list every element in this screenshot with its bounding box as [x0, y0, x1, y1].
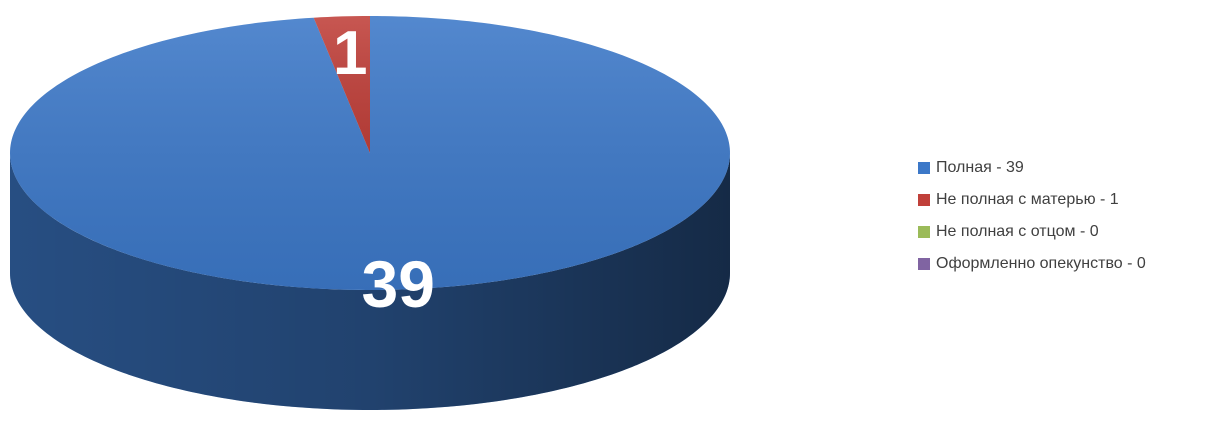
legend-text: Не полная с отцом - 0	[936, 223, 1099, 240]
legend-text: Не полная с матерью - 1	[936, 191, 1119, 208]
legend-swatch	[918, 226, 930, 238]
value-label: 1	[333, 19, 367, 88]
pie-slice-shade	[313, 16, 370, 153]
pie-side-shade	[10, 153, 730, 410]
value-label: 39	[362, 247, 435, 321]
legend-swatch	[918, 194, 930, 206]
legend-swatch	[918, 258, 930, 270]
pie-slice-shade	[10, 16, 730, 290]
legend-swatch	[918, 162, 930, 174]
legend-text: Оформленно опекунство - 0	[936, 255, 1146, 272]
legend-text: Полная - 39	[936, 159, 1024, 176]
